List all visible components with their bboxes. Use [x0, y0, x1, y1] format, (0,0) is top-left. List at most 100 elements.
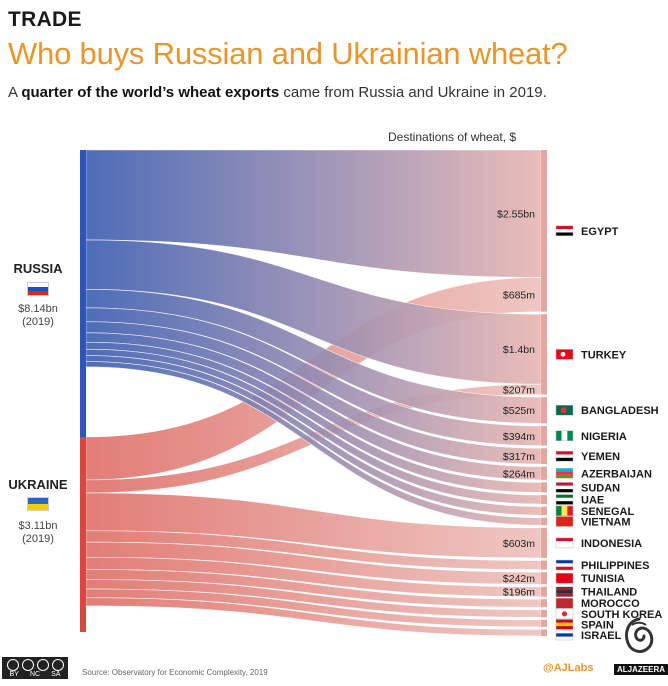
subtitle-bold: quarter of the world’s wheat exports — [21, 84, 280, 101]
thailand-flag-border — [555, 586, 574, 597]
destinations-header: Destinations of wheat, $ — [388, 130, 517, 144]
destination-label-indonesia: INDONESIA — [581, 538, 642, 550]
senegal-flag-icon — [555, 505, 574, 517]
azerbaijan-flag-stripe-3 — [556, 474, 573, 479]
creative-commons-badge: BY NC SA — [2, 657, 68, 679]
sudan-flag-stripe-3 — [556, 489, 573, 493]
thailand-flag-stripe-2 — [556, 590, 573, 594]
uae-flag-stripe-2 — [556, 497, 573, 502]
destination-label-spain: SPAIN — [581, 619, 614, 631]
russia-flows — [85, 149, 542, 526]
philippines-flag-stripe-3 — [556, 566, 573, 571]
bangladesh-disc — [560, 407, 567, 414]
senegal-flag-band-1 — [556, 505, 562, 516]
flow-label-ukraine-egypt: $685m — [503, 290, 535, 302]
flow-label-ukraine-tunisia: $242m — [503, 573, 535, 585]
destination-label-israel: ISRAEL — [581, 630, 622, 642]
azerbaijan-flag-icon — [555, 468, 574, 479]
indonesia-flag-stripe-1 — [556, 537, 573, 542]
node-vietnam — [541, 517, 547, 526]
russia-flag — [27, 282, 49, 296]
yemen-flag-stripe-2 — [556, 454, 573, 458]
israel-flag-stripe-1 — [556, 630, 573, 634]
aj-labs-handle[interactable]: @AJLabs — [543, 662, 594, 674]
azerbaijan-flag-stripe-2 — [556, 471, 573, 475]
flow-label-ukraine-turkey: $207m — [503, 384, 535, 396]
nigeria-flag-icon — [555, 430, 574, 442]
turkey-flag-border — [555, 349, 574, 360]
node-indonesia — [541, 527, 547, 558]
egypt-flag-stripe-2 — [556, 229, 573, 233]
destination-label-turkey: TURKEY — [581, 349, 627, 361]
destination-label-south-korea: SOUTH KOREA — [581, 609, 662, 621]
aljazeera-wordmark: ALJAZEERA — [614, 664, 668, 675]
license-sa: SA — [51, 671, 61, 678]
source-value-ukraine: $3.11bn — [18, 520, 58, 532]
turkey-crescent — [560, 351, 566, 357]
azerbaijan-flag-border — [555, 468, 574, 479]
yemen-flag-border — [555, 450, 574, 462]
south-korea-taeguk — [561, 611, 568, 617]
node-russia — [80, 150, 86, 437]
destination-label-uae: UAE — [581, 495, 604, 507]
node-yemen — [541, 448, 547, 465]
cc-icon — [7, 659, 19, 671]
nigeria-flag-border — [555, 430, 574, 442]
tunisia-flag-border — [555, 572, 574, 584]
node-philippines — [541, 560, 547, 570]
spain-flag-icon — [555, 619, 574, 630]
destination-label-bangladesh: BANGLADESH — [581, 405, 659, 417]
israel-flag-border — [555, 629, 574, 641]
source-note: Source: Observatory for Economic Complex… — [82, 668, 268, 677]
flow-label-ukraine-thailand: $196m — [503, 587, 535, 599]
node-sudan — [541, 482, 547, 493]
spain-flag-border — [555, 619, 574, 630]
indonesia-flag-stripe-2 — [556, 541, 573, 545]
philippines-flag-stripe-1 — [556, 560, 573, 564]
uae-flag-icon — [555, 494, 574, 505]
chart-subtitle: A quarter of the world’s wheat exports c… — [8, 84, 547, 101]
bangladesh-flag-icon — [555, 404, 574, 416]
flow-label-russia-azerbaijan: $264m — [503, 468, 535, 480]
turkey-flag-icon — [555, 349, 574, 360]
flow-russia-to-uae — [85, 348, 542, 505]
node-uae — [541, 495, 547, 505]
thailand-flag-stripe-3 — [556, 593, 573, 597]
sudan-flag-border — [555, 482, 574, 493]
destination-label-senegal: SENEGAL — [581, 506, 634, 518]
flow-russia-to-egypt — [85, 149, 542, 278]
spain-flag-stripe-3 — [556, 626, 573, 630]
nigeria-flag-band-1 — [556, 430, 562, 441]
egypt-flag-stripe-3 — [556, 232, 573, 236]
kicker: TRADE — [8, 8, 82, 31]
egypt-flag-icon — [555, 225, 574, 237]
flow-russia-to-nigeria — [85, 307, 542, 446]
node-turkey — [541, 314, 547, 395]
destination-label-yemen: YEMEN — [581, 451, 620, 463]
license-by: BY — [9, 671, 19, 678]
morocco-flag-border — [555, 597, 574, 609]
chart-title: Who buys Russian and Ukrainian wheat? — [8, 36, 568, 71]
source-year-ukraine: (2019) — [22, 533, 54, 545]
destination-label-philippines: PHILIPPINES — [581, 560, 649, 572]
node-morocco — [541, 599, 547, 608]
egypt-flag-border — [555, 225, 574, 237]
south-korea-flag-stripe-1 — [556, 608, 573, 613]
destination-flags — [555, 225, 574, 641]
indonesia-flag-border — [555, 537, 574, 549]
sudan-flag-icon — [555, 482, 574, 493]
philippines-flag-stripe-2 — [556, 563, 573, 567]
sudan-flag-stripe-1 — [556, 482, 573, 486]
senegal-flag-band-3 — [567, 505, 573, 516]
node-azerbaijan — [541, 466, 547, 480]
node-bangladesh — [541, 397, 547, 424]
node-tunisia — [541, 572, 547, 585]
node-israel — [541, 629, 547, 636]
thailand-flag-icon — [555, 586, 574, 597]
destination-label-nigeria: NIGERIA — [581, 431, 627, 443]
philippines-flag-icon — [555, 559, 574, 571]
philippines-flag-border — [555, 559, 574, 571]
south-korea-flag-icon — [555, 608, 574, 620]
destination-label-sudan: SUDAN — [581, 482, 620, 494]
